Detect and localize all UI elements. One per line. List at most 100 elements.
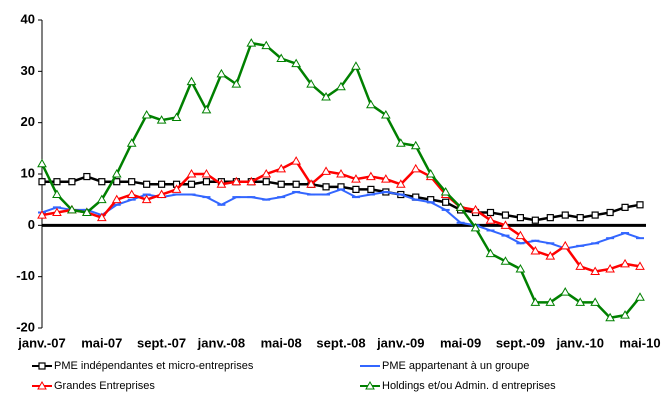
point (113, 178, 121, 186)
point (52, 207, 62, 216)
point (262, 178, 270, 186)
point (156, 189, 167, 199)
y-tick-label: -20 (16, 319, 35, 334)
point (515, 263, 526, 273)
point (321, 166, 331, 175)
point (111, 168, 122, 178)
point (321, 91, 331, 101)
legend-label: PME indépendantes et micro-entreprises (54, 360, 254, 372)
point (336, 168, 346, 178)
point (186, 168, 197, 178)
point (141, 194, 152, 204)
point (590, 266, 601, 276)
x-tick-label: janv.-10 (555, 335, 603, 350)
point (575, 297, 586, 306)
point (531, 216, 539, 224)
point (606, 208, 614, 217)
point (561, 211, 569, 219)
point (605, 263, 615, 273)
point (575, 261, 586, 270)
point (425, 168, 436, 178)
x-tick-label: janv.-08 (197, 335, 245, 350)
point (216, 68, 227, 78)
point (187, 180, 196, 188)
y-tick-label: 30 (21, 63, 35, 78)
point (246, 176, 257, 186)
point (126, 138, 137, 147)
point (202, 178, 211, 186)
point (306, 79, 316, 88)
point (201, 104, 212, 114)
x-tick-label: mai-09 (440, 335, 481, 350)
y-tick-label: -10 (16, 268, 35, 283)
point (591, 211, 599, 219)
point (52, 189, 62, 199)
point (292, 180, 300, 188)
point (53, 178, 61, 186)
point (635, 261, 645, 270)
point (111, 194, 122, 204)
point (530, 245, 541, 255)
x-tick-label: janv.-09 (376, 335, 424, 350)
point (545, 251, 556, 260)
point (500, 256, 511, 265)
point (380, 174, 391, 183)
point (500, 220, 511, 229)
x-tick-label: mai-10 (619, 335, 660, 350)
point (560, 287, 571, 296)
legend-marker (38, 362, 46, 370)
point (231, 79, 242, 88)
point (261, 168, 272, 178)
point (352, 185, 360, 193)
point (37, 158, 47, 168)
point (635, 292, 645, 301)
point (515, 230, 526, 240)
point (171, 184, 182, 193)
point (81, 207, 92, 216)
legend-label: Holdings et/ou Admin. d entreprises (382, 380, 556, 392)
point (156, 115, 167, 124)
point (291, 58, 302, 68)
legend-label: PME appartenant à un groupe (382, 360, 529, 372)
point (590, 297, 601, 306)
point (171, 112, 182, 122)
x-tick-label: mai-08 (261, 335, 302, 350)
point (442, 198, 450, 206)
point (96, 194, 107, 204)
point (336, 81, 346, 91)
point (620, 310, 630, 319)
point (605, 312, 615, 322)
point (141, 109, 152, 119)
point (380, 109, 391, 119)
point (516, 214, 525, 222)
point (620, 258, 630, 268)
x-tick-label: sept.-08 (316, 335, 365, 350)
point (277, 180, 285, 188)
point (306, 179, 316, 188)
point (395, 138, 406, 147)
point (231, 176, 242, 186)
point (246, 38, 257, 47)
point (545, 297, 556, 306)
point (96, 212, 107, 222)
point (126, 189, 137, 199)
y-tick-label: 0 (28, 217, 35, 232)
point (621, 203, 629, 211)
point (410, 163, 421, 173)
point (485, 248, 496, 258)
y-tick-label: 10 (21, 165, 35, 180)
point (201, 168, 212, 178)
point (485, 215, 496, 224)
point (560, 240, 571, 250)
point (276, 53, 287, 62)
legend-marker (365, 380, 375, 390)
point (98, 178, 106, 186)
x-tick-label: sept.-07 (137, 335, 186, 350)
point (261, 40, 272, 50)
point (455, 202, 466, 211)
x-tick-label: mai-07 (81, 335, 122, 350)
legend-marker (37, 380, 47, 390)
point (186, 76, 197, 86)
point (351, 61, 361, 70)
